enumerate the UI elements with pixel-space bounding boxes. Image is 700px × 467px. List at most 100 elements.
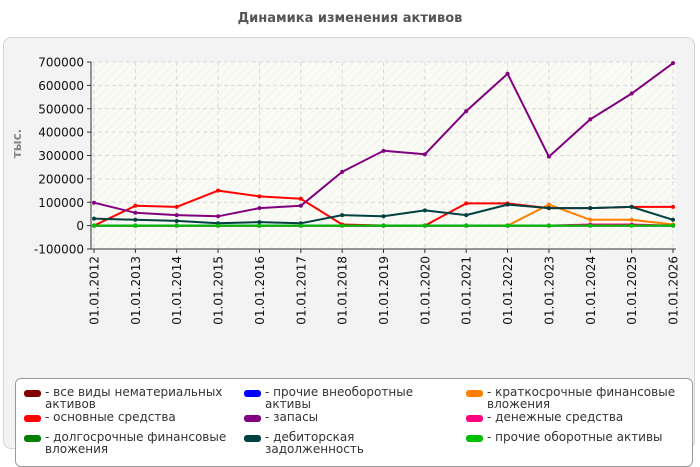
data-point xyxy=(422,223,427,228)
data-point xyxy=(629,91,634,96)
series-4 xyxy=(92,61,675,219)
data-point xyxy=(588,223,593,228)
y-tick-label: 300000 xyxy=(38,149,84,163)
legend-swatch xyxy=(466,435,483,442)
legend-label: - все виды нематериальных активов xyxy=(45,385,223,411)
legend-item: - дебиторская задолженность xyxy=(244,431,449,455)
data-point xyxy=(505,71,510,76)
chart-legend: - все виды нематериальных активов - основ… xyxy=(15,378,693,467)
data-point xyxy=(174,204,179,209)
y-tick-label: 700000 xyxy=(38,56,84,70)
data-point xyxy=(340,213,345,218)
data-point xyxy=(92,216,96,221)
x-tick-label: 01.01.2016 xyxy=(253,256,267,325)
data-point xyxy=(340,223,345,228)
data-point xyxy=(381,223,386,228)
data-point xyxy=(505,223,510,228)
data-point xyxy=(381,148,386,153)
legend-swatch xyxy=(24,390,41,397)
data-point xyxy=(588,217,593,222)
data-point xyxy=(298,223,303,228)
data-point xyxy=(216,223,221,228)
x-tick-label: 01.01.2025 xyxy=(625,256,639,325)
legend-item: - все виды нематериальных активов xyxy=(24,386,229,410)
legend-item: - прочие оборотные активы xyxy=(466,431,681,443)
legend-label: - дебиторская задолженность xyxy=(265,430,364,456)
series-7 xyxy=(92,202,675,226)
data-point xyxy=(671,217,675,222)
legend-item: - денежные средства xyxy=(466,411,681,423)
data-point xyxy=(588,117,593,122)
chart-panel: -100000 0 100000 200000 300000 400000 500000 60… xyxy=(3,37,695,467)
legend-label: - запасы xyxy=(265,410,319,424)
data-point xyxy=(464,213,469,218)
x-tick-label: 01.01.2023 xyxy=(542,256,556,325)
data-point xyxy=(505,202,510,207)
chart-plot: -100000 0 100000 200000 300000 400000 500000 60… xyxy=(10,56,681,325)
data-point xyxy=(298,196,303,201)
legend-swatch xyxy=(466,390,483,397)
data-point xyxy=(133,203,138,208)
data-point xyxy=(546,223,551,228)
legend-label: - денежные средства xyxy=(487,410,624,424)
data-point xyxy=(671,61,675,66)
data-point xyxy=(464,223,469,228)
legend-swatch xyxy=(244,415,261,422)
x-tick-label: 01.01.2020 xyxy=(418,256,432,325)
data-point xyxy=(464,201,469,206)
data-point xyxy=(340,169,345,174)
y-tick-label: -100000 xyxy=(34,243,84,257)
data-point xyxy=(546,206,551,211)
data-point xyxy=(546,154,551,159)
y-tick-label: 200000 xyxy=(38,172,84,186)
legend-swatch xyxy=(466,415,483,422)
data-point xyxy=(671,223,675,228)
legend-swatch xyxy=(244,390,261,397)
legend-item: - долгосрочные финансовые вложения xyxy=(24,431,229,455)
legend-label: - прочие оборотные активы xyxy=(487,430,663,444)
data-point xyxy=(257,206,262,211)
data-point xyxy=(257,220,262,225)
legend-swatch xyxy=(24,435,41,442)
x-tick-label: 01.01.2015 xyxy=(212,256,226,325)
legend-label: - долгосрочные финансовые вложения xyxy=(45,430,227,456)
data-point xyxy=(422,208,427,213)
legend-swatch xyxy=(244,435,261,442)
y-tick-label: 100000 xyxy=(38,196,84,210)
y-tick-label: 500000 xyxy=(38,102,84,116)
x-tick-label: 01.01.2022 xyxy=(501,256,515,325)
data-point xyxy=(588,206,593,211)
legend-label: - основные средства xyxy=(45,410,176,424)
data-point xyxy=(464,109,469,114)
legend-label: - краткосрочные финансовые вложения xyxy=(487,385,676,411)
data-point xyxy=(133,217,138,222)
data-point xyxy=(133,223,138,228)
data-point xyxy=(629,204,634,209)
legend-item: - краткосрочные финансовые вложения xyxy=(466,386,681,410)
legend-item: - запасы xyxy=(244,411,449,423)
data-point xyxy=(174,223,179,228)
x-tick-label: 01.01.2018 xyxy=(336,256,350,325)
chart-title: Динамика изменения активов xyxy=(237,11,463,26)
x-tick-label: 01.01.2026 xyxy=(667,256,681,325)
x-tick-label: 01.01.2012 xyxy=(88,256,102,325)
x-tick-label: 01.01.2024 xyxy=(584,256,598,325)
data-point xyxy=(381,214,386,219)
y-tick-label: 0 xyxy=(76,219,84,233)
y-tick-label: 600000 xyxy=(38,79,84,93)
data-point xyxy=(92,223,96,228)
legend-swatch xyxy=(24,415,41,422)
series-8 xyxy=(92,223,675,228)
x-tick-label: 01.01.2017 xyxy=(294,256,308,325)
data-point xyxy=(216,188,221,193)
x-tick-label: 01.01.2013 xyxy=(129,256,143,325)
legend-item: - основные средства xyxy=(24,411,229,423)
data-point xyxy=(257,223,262,228)
y-axis-label: тыс. xyxy=(10,129,24,158)
data-point xyxy=(422,152,427,157)
data-point xyxy=(298,203,303,208)
y-tick-label: 400000 xyxy=(38,126,84,140)
data-point xyxy=(133,210,138,215)
data-point xyxy=(257,194,262,199)
data-point xyxy=(216,214,221,219)
